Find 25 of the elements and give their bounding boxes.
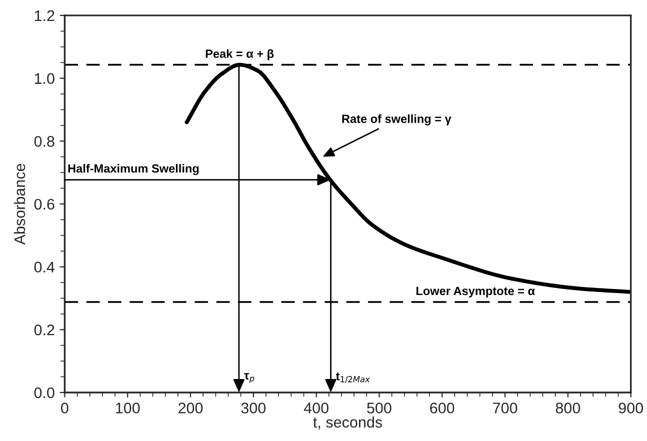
x-tick-label: 300 [241,402,266,414]
x-tick-label: 600 [430,402,454,414]
x-tick-label: 200 [178,402,203,414]
y-tick-label: 0.8 [34,136,54,147]
annotation: τ$_{p}$ [244,373,254,384]
x-tick-label: 100 [116,402,140,414]
ref-line-label: Lower Asymptote = α [416,286,535,298]
x-tick-label: 400 [304,402,328,414]
x-tick-label: 800 [556,402,580,414]
y-tick-label: 1.2 [34,10,54,21]
y-tick-label: 0.0 [34,387,54,398]
x-tick-label: 500 [367,402,392,414]
x-axis-title: t, seconds [313,416,382,430]
y-tick-label: 0.4 [34,262,55,272]
annotation: t$_{1/2Max}$ [336,372,370,383]
y-tick-label: 1.0 [34,73,54,84]
ref-line-label: Peak = α + β [206,49,274,60]
x-tick-label: 700 [493,402,518,414]
y-axis-title: Absorbance [14,164,26,245]
annotation: Rate of swelling = γ [342,114,452,126]
x-tick-label: 900 [618,402,643,414]
y-tick-label: 0.2 [34,324,54,336]
annotation: Half-Maximum Swelling [68,164,199,176]
x-tick-label: 0 [61,402,68,414]
y-tick-label: 0.6 [34,198,54,210]
